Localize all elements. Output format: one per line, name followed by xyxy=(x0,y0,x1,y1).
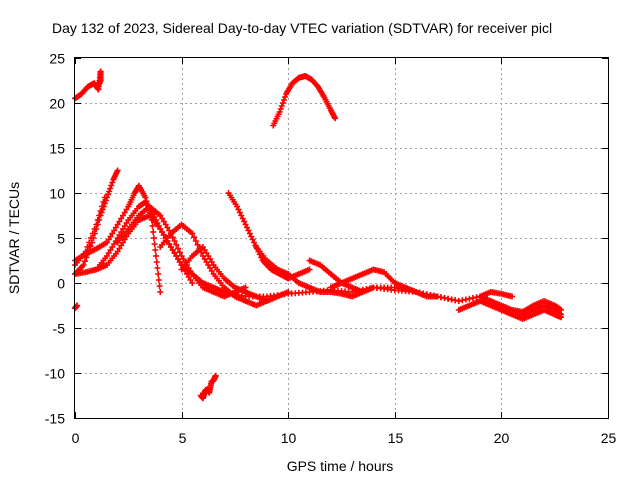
y-tick-label: -5 xyxy=(53,321,66,337)
data-point xyxy=(86,239,93,246)
data-point xyxy=(99,203,106,210)
data-point xyxy=(101,194,108,201)
data-point xyxy=(151,241,158,247)
data-series xyxy=(370,284,516,304)
data-point xyxy=(155,277,162,283)
x-tick-label: 0 xyxy=(72,430,80,446)
data-series xyxy=(270,73,339,129)
x-axis-title: GPS time / hours xyxy=(287,458,394,474)
data-point xyxy=(97,68,104,75)
data-point xyxy=(157,289,164,295)
data-point xyxy=(175,245,182,252)
data-point xyxy=(558,307,565,313)
data-point xyxy=(84,244,91,250)
y-tick-label: 20 xyxy=(49,96,65,112)
data-point xyxy=(155,271,162,277)
data-point xyxy=(150,229,157,235)
x-tick-label: 10 xyxy=(281,430,297,446)
data-point xyxy=(81,258,88,265)
data-point xyxy=(189,280,196,286)
data-point xyxy=(153,253,160,259)
data-series xyxy=(114,203,249,300)
data-point xyxy=(279,100,286,106)
data-point xyxy=(108,182,115,189)
data-point xyxy=(150,235,157,241)
data-point xyxy=(91,226,98,232)
data-point xyxy=(149,223,156,229)
data-point xyxy=(94,217,101,223)
data-point xyxy=(278,103,285,109)
data-point xyxy=(89,230,96,237)
data-point xyxy=(169,234,176,241)
data-series xyxy=(225,190,313,282)
data-point xyxy=(105,191,112,198)
data-point xyxy=(171,238,178,244)
data-series xyxy=(72,302,81,312)
x-tick-label: 20 xyxy=(494,430,510,446)
y-tick-label: -15 xyxy=(45,411,65,427)
y-tick-label: 0 xyxy=(57,276,65,292)
y-tick-label: 10 xyxy=(49,186,65,202)
data-point xyxy=(173,241,180,248)
data-point xyxy=(100,199,107,205)
data-point xyxy=(280,97,287,103)
y-axis-title: SDTVAR / TECUs xyxy=(6,182,22,294)
data-point xyxy=(80,262,87,268)
data-point xyxy=(194,241,201,248)
data-point xyxy=(332,115,339,122)
data-point xyxy=(114,167,121,174)
data-point xyxy=(156,283,163,289)
data-point xyxy=(282,94,289,100)
data-point xyxy=(189,230,196,237)
data-point xyxy=(176,249,183,256)
data-point xyxy=(509,293,516,300)
data-point xyxy=(153,259,160,265)
data-point xyxy=(154,265,161,271)
data-series xyxy=(95,68,104,88)
data-point xyxy=(212,372,219,379)
data-point xyxy=(74,302,81,309)
y-tick-label: 5 xyxy=(57,231,65,247)
data-series xyxy=(477,293,565,315)
y-tick-label: -10 xyxy=(45,366,65,382)
x-tick-label: 5 xyxy=(179,430,187,446)
data-series xyxy=(197,372,219,402)
data-point xyxy=(96,212,103,219)
data-points xyxy=(72,68,565,402)
y-tick-label: 25 xyxy=(49,51,65,67)
data-series xyxy=(509,307,565,322)
data-series xyxy=(221,284,462,304)
chart-title: Day 132 of 2023, Sidereal Day-to-day VTE… xyxy=(52,20,552,36)
data-point xyxy=(87,235,94,241)
data-point xyxy=(192,238,199,244)
data-point xyxy=(109,179,116,186)
x-tick-label: 15 xyxy=(388,430,404,446)
data-point xyxy=(276,109,283,115)
data-point xyxy=(191,234,198,241)
y-tick-label: 15 xyxy=(49,141,65,157)
data-point xyxy=(277,106,284,112)
data-point xyxy=(107,185,114,192)
data-point xyxy=(306,266,313,273)
plot-frame xyxy=(74,57,609,419)
data-point xyxy=(152,247,159,253)
data-point xyxy=(97,208,104,214)
data-point xyxy=(558,314,565,321)
data-point xyxy=(106,188,113,195)
x-tick-label: 25 xyxy=(601,430,617,446)
data-point xyxy=(93,221,100,228)
